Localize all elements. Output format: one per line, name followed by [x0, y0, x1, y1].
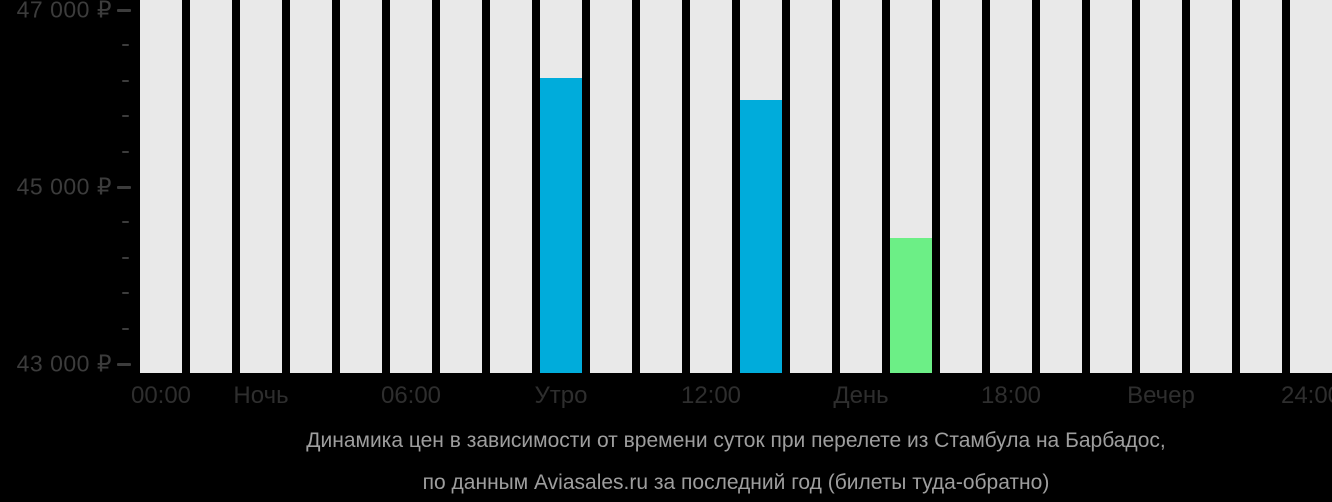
- hour-column: [840, 0, 882, 373]
- y-axis-tick-minor: [122, 79, 129, 82]
- hour-column: [440, 0, 482, 373]
- y-axis-tick-major: [117, 185, 131, 189]
- x-axis-label: 18:00: [980, 382, 1042, 409]
- hour-column: [1090, 0, 1132, 373]
- x-axis-label: 24:00: [1280, 382, 1332, 409]
- hour-column: [1240, 0, 1282, 373]
- x-axis-label: 00:00: [130, 382, 192, 409]
- hour-column: [940, 0, 982, 373]
- x-axis-label: 06:00: [380, 382, 442, 409]
- y-axis-tick-minor: [122, 292, 129, 295]
- price-bar[interactable]: [740, 100, 782, 373]
- hour-column: [640, 0, 682, 373]
- hour-column: [990, 0, 1032, 373]
- x-axis-label: Утро: [534, 382, 588, 409]
- hour-column: [690, 0, 732, 373]
- hour-column: [1040, 0, 1082, 373]
- y-axis-label: 45 000 ₽: [16, 173, 112, 200]
- y-axis-tick-minor: [122, 256, 129, 259]
- hour-column: [240, 0, 282, 373]
- hour-column: [740, 0, 782, 373]
- x-axis-label: 12:00: [680, 382, 742, 409]
- y-axis-label: 43 000 ₽: [16, 350, 112, 377]
- hour-column: [190, 0, 232, 373]
- hour-column: [1290, 0, 1332, 373]
- chart-caption: Динамика цен в зависимости от времени су…: [140, 420, 1332, 502]
- x-axis-label: Ночь: [233, 382, 289, 409]
- hour-column: [340, 0, 382, 373]
- hour-column: [140, 0, 182, 373]
- hour-column: [290, 0, 332, 373]
- chart-caption-line-2: по данным Aviasales.ru за последний год …: [422, 471, 1050, 494]
- hour-column: [1190, 0, 1232, 373]
- hour-column: [540, 0, 582, 373]
- price-bar[interactable]: [540, 78, 582, 373]
- y-axis-tick-minor: [122, 221, 129, 224]
- min-price-bar[interactable]: [890, 238, 932, 373]
- x-axis-label: День: [833, 382, 889, 409]
- hour-column: [890, 0, 932, 373]
- y-axis-tick-minor: [122, 150, 129, 153]
- y-axis-tick-major: [117, 362, 131, 366]
- y-axis-tick-minor: [122, 115, 129, 118]
- hour-column: [1140, 0, 1182, 373]
- hour-column: [590, 0, 632, 373]
- y-axis-tick-minor: [122, 44, 129, 47]
- y-axis-label: 47 000 ₽: [16, 0, 112, 23]
- hour-column: [390, 0, 432, 373]
- chart-caption-line-1: Динамика цен в зависимости от времени су…: [306, 429, 1166, 452]
- hour-column: [490, 0, 532, 373]
- plot-area: [140, 0, 1332, 373]
- y-axis-tick-minor: [122, 327, 129, 330]
- y-axis-tick-major: [117, 8, 131, 12]
- x-axis-label: Вечер: [1127, 382, 1195, 409]
- hour-column: [790, 0, 832, 373]
